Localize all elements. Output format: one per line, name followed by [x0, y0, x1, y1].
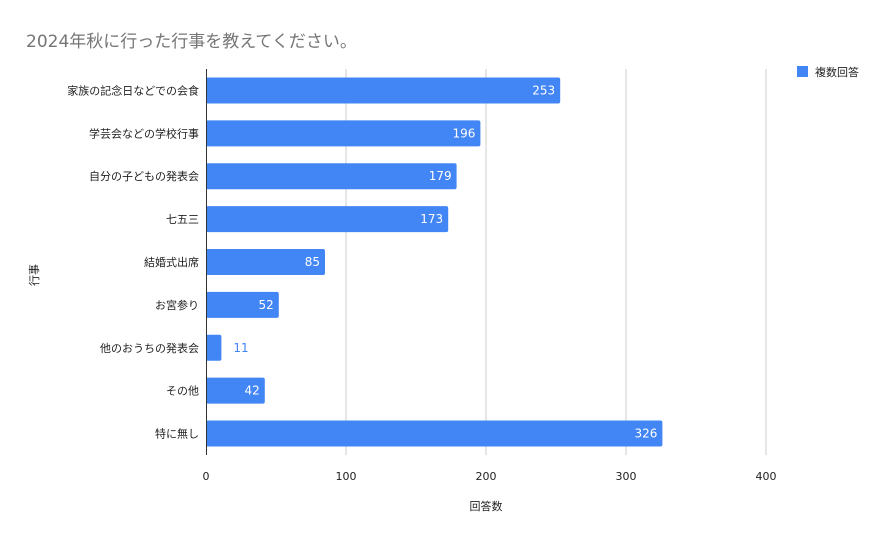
- category-labels: 家族の記念日などでの会食学芸会などの学校行事自分の子どもの発表会七五三結婚式出席…: [67, 83, 199, 440]
- x-tick-label: 200: [476, 470, 497, 483]
- bar: [206, 334, 222, 361]
- bar: [206, 377, 265, 404]
- legend: 複数回答: [797, 65, 859, 79]
- y-axis-title: 行事: [28, 264, 41, 286]
- data-label: 253: [532, 83, 555, 97]
- bar: [206, 249, 325, 275]
- data-label: 326: [634, 427, 657, 441]
- x-tick-label: 100: [336, 470, 357, 483]
- bar: [206, 420, 663, 447]
- category-label: お宮参り: [155, 298, 199, 312]
- x-axis-title: 回答数: [470, 499, 503, 513]
- data-label: 52: [259, 298, 274, 312]
- legend-swatch: [797, 66, 808, 77]
- category-label: 自分の子どもの発表会: [89, 169, 199, 183]
- x-tick-label: 300: [616, 470, 637, 483]
- data-label: 85: [305, 255, 320, 269]
- data-label: 196: [452, 126, 475, 140]
- chart-title: 2024年秋に行った行事を教えてください。: [26, 32, 357, 52]
- category-label: 結婚式出席: [144, 255, 199, 269]
- data-labels: 253 196 179 173 85 52 11 42 326: [233, 83, 657, 440]
- bars: [206, 77, 663, 447]
- bar: [206, 77, 561, 104]
- gridlines: [345, 69, 767, 455]
- x-tick-labels: 0 100 200 300 400: [203, 470, 777, 483]
- category-label: 学芸会などの学校行事: [89, 126, 199, 140]
- data-label: 179: [429, 169, 452, 183]
- category-label: 他のおうちの発表会: [100, 341, 199, 355]
- bar: [206, 163, 457, 190]
- category-label: 家族の記念日などでの会食: [67, 83, 199, 97]
- x-tick-label: 400: [756, 470, 777, 483]
- bar: [206, 291, 279, 318]
- category-label: その他: [166, 385, 199, 398]
- bar: [206, 120, 481, 147]
- data-label: 173: [420, 212, 443, 226]
- data-label: 42: [245, 384, 260, 398]
- category-label: 七五三: [166, 213, 199, 226]
- data-label: 11: [233, 341, 248, 355]
- category-label: 特に無し: [155, 427, 199, 441]
- bar: [206, 206, 449, 233]
- x-tick-label: 0: [203, 470, 210, 483]
- legend-label: 複数回答: [815, 65, 859, 79]
